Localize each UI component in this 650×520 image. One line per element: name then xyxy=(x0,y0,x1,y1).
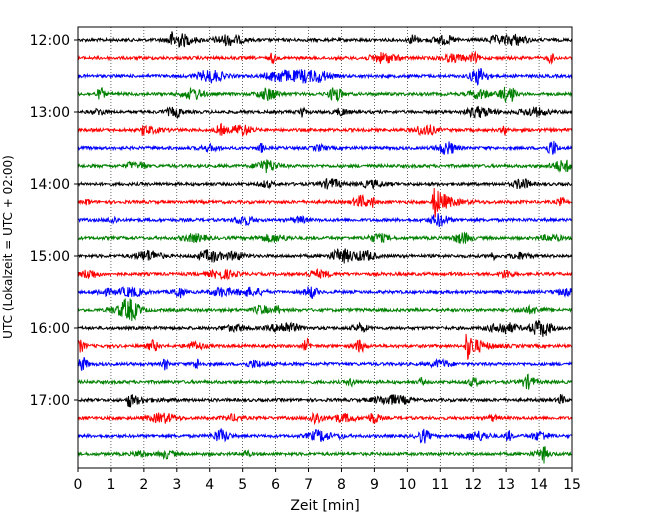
trace-row xyxy=(77,159,573,174)
trace-row xyxy=(77,446,573,464)
trace-row xyxy=(77,428,573,444)
trace-row xyxy=(77,357,573,371)
x-axis-title: Zeit [min] xyxy=(290,498,359,514)
trace-row xyxy=(77,213,573,227)
x-tick-label: 12 xyxy=(464,477,482,493)
trace-row xyxy=(77,86,573,104)
trace-row xyxy=(77,140,573,155)
trace-row xyxy=(77,373,573,390)
trace-row xyxy=(77,285,573,300)
trace-row xyxy=(77,268,573,281)
trace-row xyxy=(77,411,573,426)
x-tick-label: 2 xyxy=(139,477,148,493)
trace-row xyxy=(77,231,573,245)
x-tick-label: 8 xyxy=(337,477,346,493)
x-tick-label: 14 xyxy=(530,477,548,493)
trace-row xyxy=(77,333,573,360)
trace-row xyxy=(77,177,573,190)
trace-row xyxy=(77,188,573,218)
x-tick-label: 1 xyxy=(106,477,115,493)
trace-row xyxy=(77,31,573,48)
x-tick-label: 4 xyxy=(205,477,214,493)
x-tick-label: 11 xyxy=(431,477,449,493)
x-axis: 0 1 2 3 4 5 6 7 8 9 10 11 12 13 14 15 xyxy=(74,468,581,493)
y-tick-label: 14:00 xyxy=(30,177,70,193)
trace-row xyxy=(77,122,573,137)
plot-frame xyxy=(77,26,573,469)
x-tick-label: 5 xyxy=(238,477,247,493)
trace-row xyxy=(77,50,573,65)
trace-row xyxy=(77,319,573,337)
seismic-traces xyxy=(77,31,573,464)
trace-row xyxy=(77,394,573,408)
y-tick-label: 13:00 xyxy=(30,105,70,121)
x-tick-label: 0 xyxy=(74,477,83,493)
y-tick-label: 15:00 xyxy=(30,249,70,265)
trace-row xyxy=(77,298,573,322)
y-tick-label: 12:00 xyxy=(30,33,70,49)
y-axis: 12:00 13:00 14:00 15:00 16:00 17:00 xyxy=(30,33,78,409)
trace-row xyxy=(77,248,573,264)
x-tick-label: 9 xyxy=(370,477,379,493)
y-tick-label: 17:00 xyxy=(30,393,70,409)
x-tick-label: 3 xyxy=(172,477,181,493)
y-axis-title: UTC (Lokalzeit = UTC + 02:00) xyxy=(1,155,15,339)
x-tick-label: 7 xyxy=(304,477,313,493)
x-tick-label: 15 xyxy=(563,477,581,493)
trace-row xyxy=(77,105,573,120)
y-tick-label: 16:00 xyxy=(30,321,70,337)
x-tick-label: 13 xyxy=(497,477,515,493)
x-tick-label: 6 xyxy=(271,477,280,493)
trace-row xyxy=(77,67,573,86)
x-tick-label: 10 xyxy=(398,477,416,493)
